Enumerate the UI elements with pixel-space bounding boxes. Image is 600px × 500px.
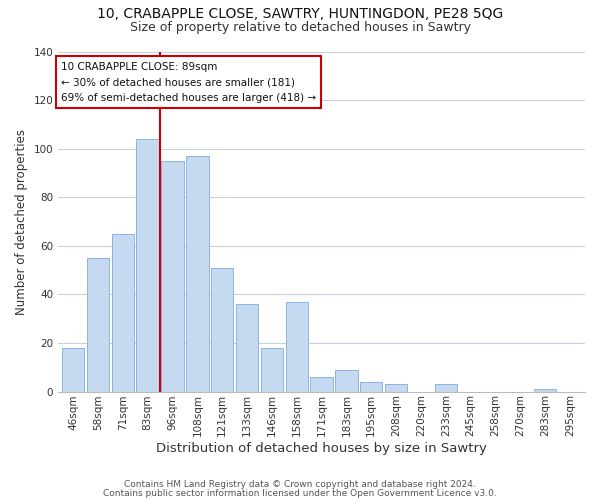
Bar [161,161,184,392]
X-axis label: Distribution of detached houses by size in Sawtry: Distribution of detached houses by size … [156,442,487,455]
Bar [335,370,358,392]
Bar [236,304,258,392]
Bar [260,348,283,392]
Bar [211,268,233,392]
Bar [186,156,209,392]
Text: Size of property relative to detached houses in Sawtry: Size of property relative to detached ho… [130,21,470,34]
Text: Contains HM Land Registry data © Crown copyright and database right 2024.: Contains HM Land Registry data © Crown c… [124,480,476,489]
Bar [360,382,382,392]
Y-axis label: Number of detached properties: Number of detached properties [15,128,28,314]
Bar [310,377,333,392]
Bar [87,258,109,392]
Text: Contains public sector information licensed under the Open Government Licence v3: Contains public sector information licen… [103,488,497,498]
Bar [286,302,308,392]
Text: 10, CRABAPPLE CLOSE, SAWTRY, HUNTINGDON, PE28 5QG: 10, CRABAPPLE CLOSE, SAWTRY, HUNTINGDON,… [97,8,503,22]
Bar [434,384,457,392]
Bar [385,384,407,392]
Bar [534,389,556,392]
Bar [62,348,84,392]
Text: 10 CRABAPPLE CLOSE: 89sqm
← 30% of detached houses are smaller (181)
69% of semi: 10 CRABAPPLE CLOSE: 89sqm ← 30% of detac… [61,62,316,103]
Bar [112,234,134,392]
Bar [136,139,159,392]
